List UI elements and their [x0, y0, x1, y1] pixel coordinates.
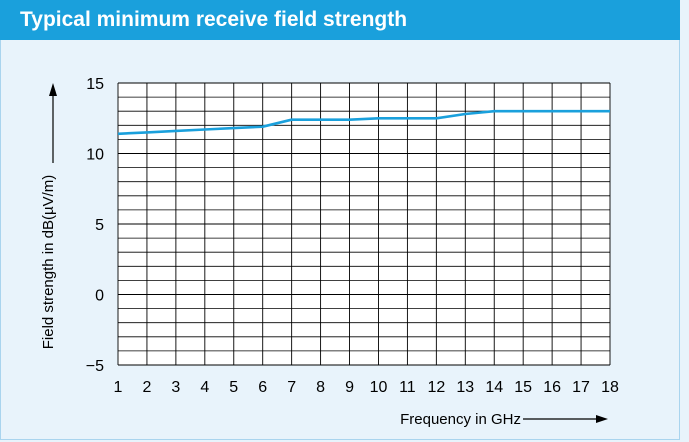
series-line — [117, 109, 610, 136]
x-tick-label: 17 — [572, 379, 590, 396]
x-tick-label: 6 — [258, 379, 267, 396]
x-tick-label: 10 — [370, 379, 388, 396]
y-tick-label: 5 — [95, 217, 104, 234]
x-tick-label: 11 — [399, 379, 416, 396]
x-tick-label: 8 — [316, 379, 325, 396]
x-tick-label: 13 — [456, 379, 474, 396]
y-tick-label: 0 — [95, 288, 104, 305]
x-tick-label: 18 — [601, 379, 619, 396]
chart-title: Typical minimum receive field strength — [0, 0, 680, 40]
x-tick-label: 5 — [229, 379, 238, 396]
x-tick-label: 16 — [543, 379, 561, 396]
y-tick-label: 10 — [86, 147, 104, 164]
x-tick-label: 2 — [142, 379, 151, 396]
x-tick-label: 1 — [114, 379, 123, 396]
x-tick-label: 3 — [171, 379, 180, 396]
y-tick-label: −5 — [86, 358, 104, 375]
x-axis-label: Frequency in GHz — [400, 411, 521, 428]
y-axis-arrowhead — [49, 83, 57, 96]
x-tick-label: 4 — [200, 379, 209, 396]
x-tick-label: 15 — [514, 379, 532, 396]
y-axis-label: Field strength in dB(µV/m) — [40, 175, 57, 350]
x-tick-label: 7 — [287, 379, 296, 396]
y-tick-label: 15 — [86, 76, 104, 93]
x-tick-label: 9 — [345, 379, 354, 396]
x-axis-arrowhead — [596, 415, 608, 423]
panel-border — [0, 40, 680, 440]
x-tick-label: 12 — [427, 379, 445, 396]
x-tick-label: 14 — [485, 379, 503, 396]
